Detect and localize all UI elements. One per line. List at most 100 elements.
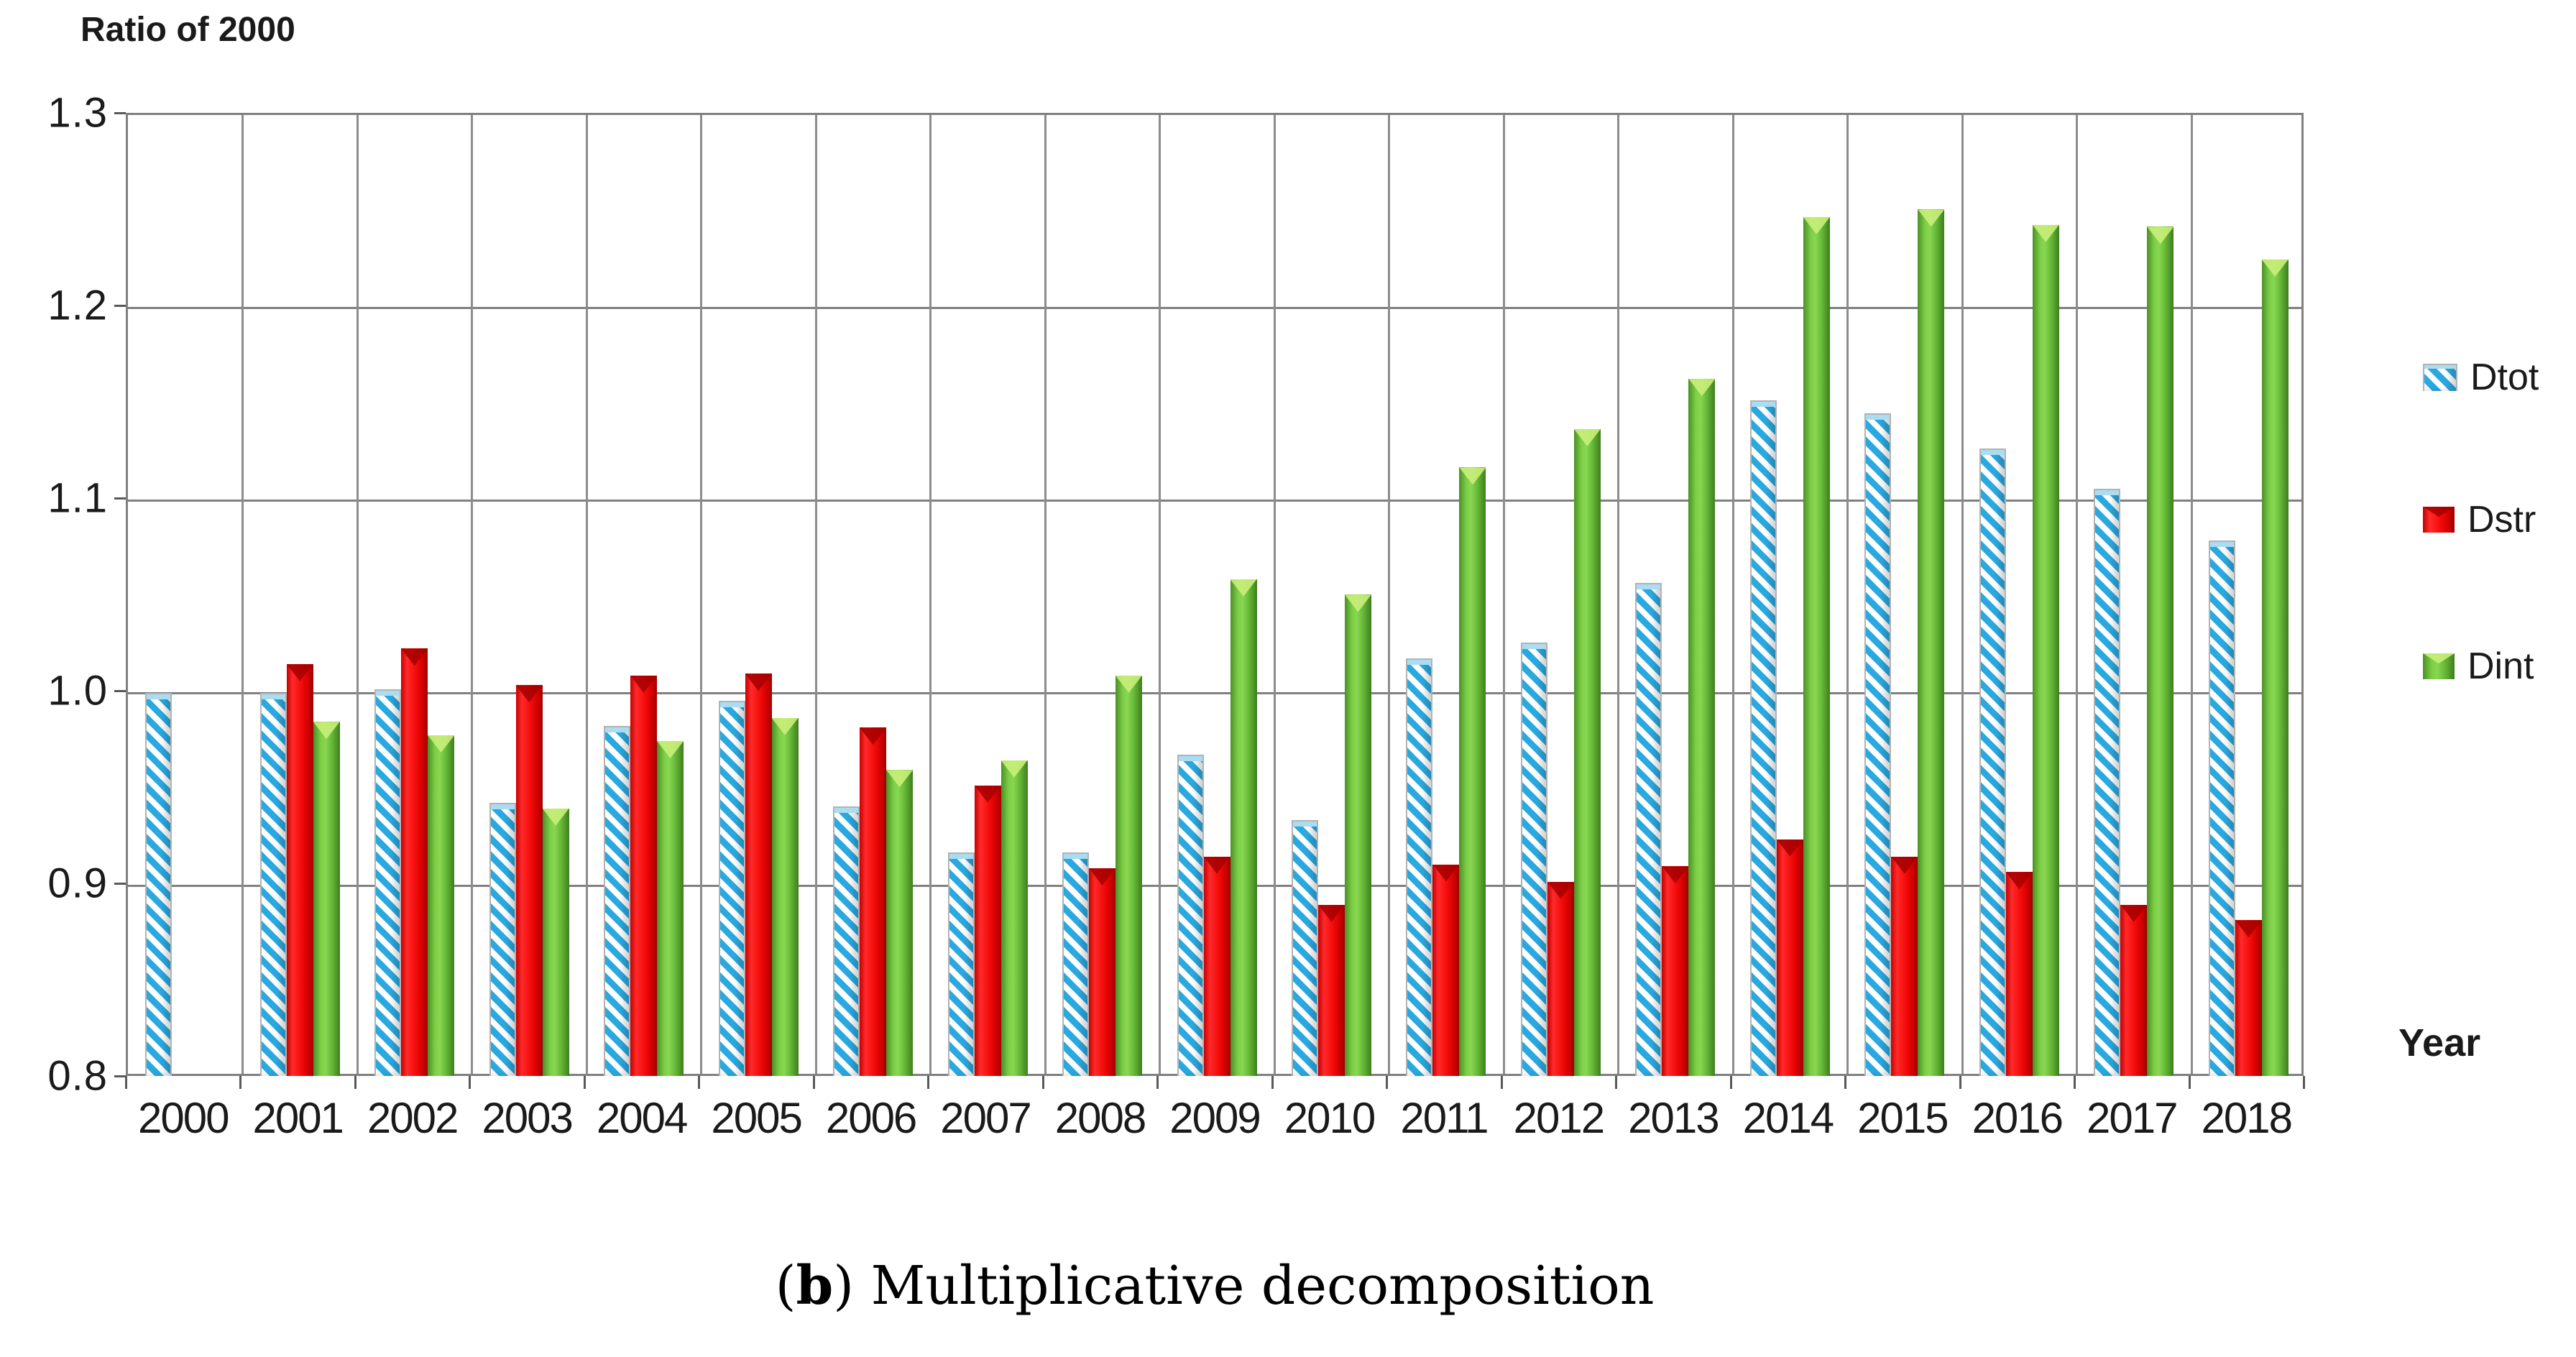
bar-dstr-2003 [515,685,543,1076]
bar-dtot-2016 [1979,448,2006,1076]
bar-dstr-2002 [401,648,428,1076]
bar-top-cap [1116,675,1143,693]
legend-item-dtot: Dtot [2423,356,2539,399]
bar-dtot-2009 [1177,754,1204,1076]
bar-top-cap [2235,920,2262,938]
bar-top-cap [949,854,973,860]
plot-area [126,113,2304,1076]
y-tick-label-1.0: 1.0 [47,667,108,714]
bar-dstr-2017 [2120,904,2148,1076]
x-tick-label-2001: 2001 [252,1094,344,1142]
bar-top-cap [1407,659,1432,665]
bar-dstr-2014 [1776,839,1803,1076]
gridline-x-boundary [1846,115,1849,1074]
bar-top-cap [1344,594,1371,612]
x-tick-label-2016: 2016 [1972,1094,2064,1142]
x-tick-label-2005: 2005 [711,1094,802,1142]
bar-dstr-2015 [1891,856,1918,1076]
bar-top-cap [1891,856,1918,874]
legend-swatch-cap [2423,653,2455,663]
gridline-x-boundary [1159,115,1162,1074]
bar-top-cap [834,808,859,814]
bar-dtot-2013 [1635,583,1662,1076]
bar-dstr-2006 [860,727,887,1076]
x-tick-mark [927,1076,930,1089]
bar-dtot-2012 [1520,643,1547,1076]
legend-item-dstr: Dstr [2423,498,2536,541]
bar-top-cap [974,785,1001,803]
bar-dstr-2012 [1547,881,1574,1076]
dint-swatch-icon [2423,653,2455,679]
bar-dint-2010 [1344,594,1371,1076]
bar-dtot-2008 [1062,852,1090,1076]
bar-dstr-2010 [1317,904,1345,1076]
bar-top-cap [1459,467,1486,485]
bar-dtot-2010 [1291,819,1318,1076]
bar-top-cap [1688,379,1716,397]
x-axis-title: Year [2398,1021,2481,1064]
bar-dtot-2011 [1406,658,1433,1076]
bar-top-cap [860,727,887,745]
x-tick-mark [698,1076,701,1089]
gridline-x-boundary [1388,115,1391,1074]
bar-dtot-2014 [1749,400,1777,1076]
gridline-x-boundary [700,115,703,1074]
x-tick-mark [583,1076,586,1089]
bar-top-cap [1637,584,1661,590]
x-tick-mark [469,1076,472,1089]
x-tick-mark [125,1076,127,1089]
bar-top-cap [1918,209,1945,227]
x-tick-label-2008: 2008 [1054,1094,1146,1142]
x-tick-label-2006: 2006 [825,1094,917,1142]
gridline-x-boundary [2190,115,2193,1074]
bar-dstr-2007 [974,785,1001,1076]
bar-top-cap [1292,821,1317,827]
dstr-swatch-icon [2423,507,2455,533]
bar-dint-2006 [886,770,914,1076]
gridline-x-boundary [1731,115,1734,1074]
bar-top-cap [630,675,658,693]
y-tick-label-0.9: 0.9 [47,860,108,907]
y-tick-label-0.8: 0.8 [47,1052,108,1100]
dtot-swatch-icon [2423,364,2457,391]
bar-dint-2004 [657,741,684,1076]
bar-top-cap [313,722,340,740]
x-tick-mark [1844,1076,1847,1089]
bar-top-cap [1776,839,1803,857]
x-tick-mark [1500,1076,1503,1089]
gridline-x-boundary [1502,115,1505,1074]
bar-top-cap [286,663,313,681]
x-tick-mark [812,1076,815,1089]
bar-dstr-2004 [630,675,658,1076]
bar-top-cap [1178,755,1202,761]
gridline-y-1.1 [128,500,2301,502]
bar-top-cap [1203,856,1230,874]
bar-dint-2013 [1688,379,1716,1076]
legend-item-dint: Dint [2423,645,2534,688]
legend-label-dtot: Dtot [2470,356,2539,398]
bar-top-cap [1803,217,1830,235]
bar-top-cap [2147,226,2174,244]
bar-top-cap [719,702,744,707]
x-tick-label-2000: 2000 [137,1094,229,1142]
y-tick-mark [114,305,126,307]
bar-top-cap [1089,868,1116,886]
x-tick-mark [1959,1076,1961,1089]
bar-top-cap [2005,872,2033,890]
bar-top-cap [1662,866,1689,884]
bar-top-cap [542,808,569,826]
x-tick-label-2011: 2011 [1400,1094,1489,1142]
x-tick-label-2018: 2018 [2201,1094,2293,1142]
bar-dint-2007 [1000,760,1028,1076]
x-tick-label-2014: 2014 [1742,1094,1834,1142]
bar-dtot-2005 [718,700,745,1076]
x-tick-mark [2074,1076,2076,1089]
gridline-x-boundary [1961,115,1964,1074]
gridline-x-boundary [2076,115,2079,1074]
caption-suffix: ) Multiplicative decomposition [833,1255,1655,1317]
x-tick-label-2003: 2003 [482,1094,573,1142]
bar-dint-2012 [1573,428,1601,1076]
bar-dtot-2015 [1864,413,1892,1076]
bar-top-cap [376,690,400,696]
bar-dtot-2001 [259,693,287,1076]
